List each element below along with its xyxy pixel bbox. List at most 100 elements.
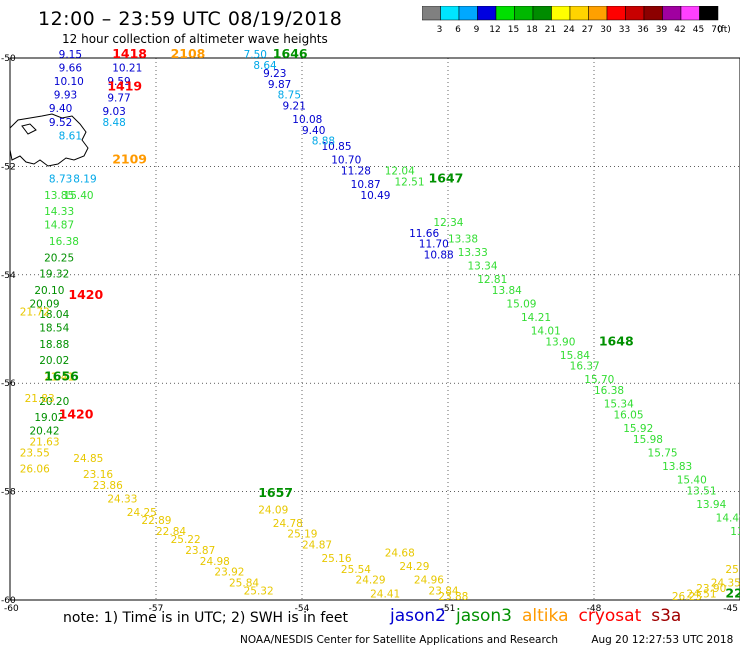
swh-value-label: 13.34 <box>467 260 497 272</box>
swh-value-label: 24.09 <box>258 504 288 516</box>
swh-value-label: 15.92 <box>623 423 653 435</box>
swh-value-label: 21.63 <box>29 437 59 449</box>
x-tick-label: -54 <box>295 604 310 614</box>
swh-value-label: 8.48 <box>102 117 125 129</box>
x-tick-label: -45 <box>723 604 738 614</box>
colorbar-label: 15 <box>508 25 519 35</box>
swh-value-label: 10.10 <box>54 76 84 88</box>
y-tick-label: -60 <box>1 596 16 606</box>
swh-value-label: 13.9 <box>730 526 740 538</box>
swh-value-label: 12.04 <box>385 166 415 178</box>
swh-value-label: 19.32 <box>39 269 69 281</box>
swh-value-label: 13.90 <box>545 336 575 348</box>
swh-value-label: 15.09 <box>506 298 536 310</box>
swh-value-label: 20.10 <box>34 285 64 297</box>
colorbar-label: 70 <box>711 25 723 35</box>
coastline-outline <box>9 113 89 167</box>
swh-value-label: 25 <box>725 564 738 576</box>
swh-value-label: 23.87 <box>185 545 215 557</box>
swh-value-label: 15.84 <box>560 350 590 362</box>
swh-value-label: 13.84 <box>492 285 522 297</box>
swh-value-label: 23.90 <box>696 583 726 595</box>
swh-value-label: 14.01 <box>531 325 561 337</box>
swh-value-label: 24.33 <box>107 493 137 505</box>
color-scale-bar: 3 6 9 12 15 18 21 24 27 30 33 36 39 42 45 70(ft) <box>422 6 731 35</box>
swh-value-label: 15.40 <box>64 190 94 202</box>
swh-value-label: 13.51 <box>686 485 716 497</box>
credit-line: NOAA/NESDIS Center for Satellite Applica… <box>240 634 740 646</box>
track-time-label: 1419 <box>107 79 142 94</box>
swh-value-label: 8.73 <box>49 174 72 186</box>
satellite-legend: jason2 jason3 altika cryosat s3a <box>390 606 691 626</box>
swh-value-label: 23.84 <box>429 586 459 598</box>
swh-value-label: 13.94 <box>696 499 726 511</box>
colorbar-label: 12 <box>489 25 500 35</box>
swh-value-label: 12.34 <box>433 217 463 229</box>
swh-value-label: 9.87 <box>268 79 291 91</box>
swh-value-label: 14.21 <box>521 312 551 324</box>
swh-value-label: 16.38 <box>49 236 79 248</box>
swh-value-label: 23.16 <box>83 469 113 481</box>
swh-value-label: 9.66 <box>59 63 83 75</box>
track-time-label: 2109 <box>112 152 147 167</box>
swh-value-label: 11.70 <box>419 239 449 251</box>
swh-value-label: 20.09 <box>29 298 59 310</box>
y-tick-label: -58 <box>1 488 16 498</box>
swh-value-label: 8.61 <box>59 130 82 142</box>
colorbar-label: 9 <box>474 25 480 35</box>
colorbar-label: 33 <box>619 25 630 35</box>
swh-value-label: 25.54 <box>341 564 371 576</box>
swh-value-label: 24.29 <box>399 561 429 573</box>
swh-value-label: 24.41 <box>370 588 400 600</box>
swh-value-label: 20.25 <box>44 252 74 264</box>
x-tick-label: -57 <box>149 604 164 614</box>
x-tick-label: -48 <box>587 604 602 614</box>
swh-value-label: 24.35 <box>711 577 740 589</box>
swh-value-label: 16.38 <box>594 385 624 397</box>
colorbar-label: 24 <box>563 25 575 35</box>
swh-value-label: 25.22 <box>171 534 201 546</box>
swh-value-label: 26.06 <box>20 464 50 476</box>
track-time-label: 1420 <box>59 406 94 421</box>
plot-frame <box>9 57 740 601</box>
swh-value-label: 23.88 <box>438 591 468 603</box>
swh-value-label: 16.37 <box>570 361 600 373</box>
colorbar-label: 6 <box>455 25 461 35</box>
swh-value-label: 13.38 <box>448 233 478 245</box>
swh-value-label: 9.03 <box>102 106 125 118</box>
track-time-label: 1420 <box>68 287 103 302</box>
swh-value-label: 24.98 <box>200 556 230 568</box>
swh-value-label: 24.25 <box>127 507 157 519</box>
colorbar-label: 45 <box>693 25 704 35</box>
credit-organization: NOAA/NESDIS Center for Satellite Applica… <box>240 634 558 646</box>
swh-value-label: 20.02 <box>39 355 69 367</box>
legend-item-jason2: jason2 <box>390 606 446 626</box>
swh-value-label: 25.16 <box>321 553 351 565</box>
credit-timestamp: Aug 20 12:27:53 UTC 2018 <box>591 634 734 646</box>
swh-value-label: 15.75 <box>648 447 678 459</box>
track-time-label: 1648 <box>599 333 634 348</box>
swh-value-label: 9.23 <box>263 68 286 80</box>
colorbar-label: 36 <box>637 25 649 35</box>
swh-value-label: 13.83 <box>662 461 692 473</box>
swh-value-label: 9.15 <box>59 49 82 61</box>
track-time-label: 1657 <box>258 485 293 500</box>
y-tick-label: -52 <box>1 162 16 172</box>
legend-item-s3a: s3a <box>651 606 682 626</box>
swh-value-label: 21.83 <box>25 393 55 405</box>
swh-value-label: 22.84 <box>156 526 186 538</box>
swh-value-label: 25.32 <box>244 586 274 598</box>
swh-value-label: 23.92 <box>214 567 244 579</box>
swh-value-label: 20.20 <box>39 396 69 408</box>
colorbar-label: 27 <box>582 25 593 35</box>
swh-value-label: 21.41 <box>44 371 74 383</box>
swh-value-label: 11.28 <box>341 166 371 178</box>
swh-value-label: 9.93 <box>54 90 77 102</box>
swh-value-label: 22.89 <box>141 515 171 527</box>
colorbar-label: 42 <box>674 25 685 35</box>
swh-value-label: 24.51 <box>686 588 716 600</box>
swh-value-label: 10.88 <box>424 250 454 262</box>
swh-value-label: 9.77 <box>107 92 130 104</box>
swh-value-label: 10.21 <box>112 63 142 75</box>
